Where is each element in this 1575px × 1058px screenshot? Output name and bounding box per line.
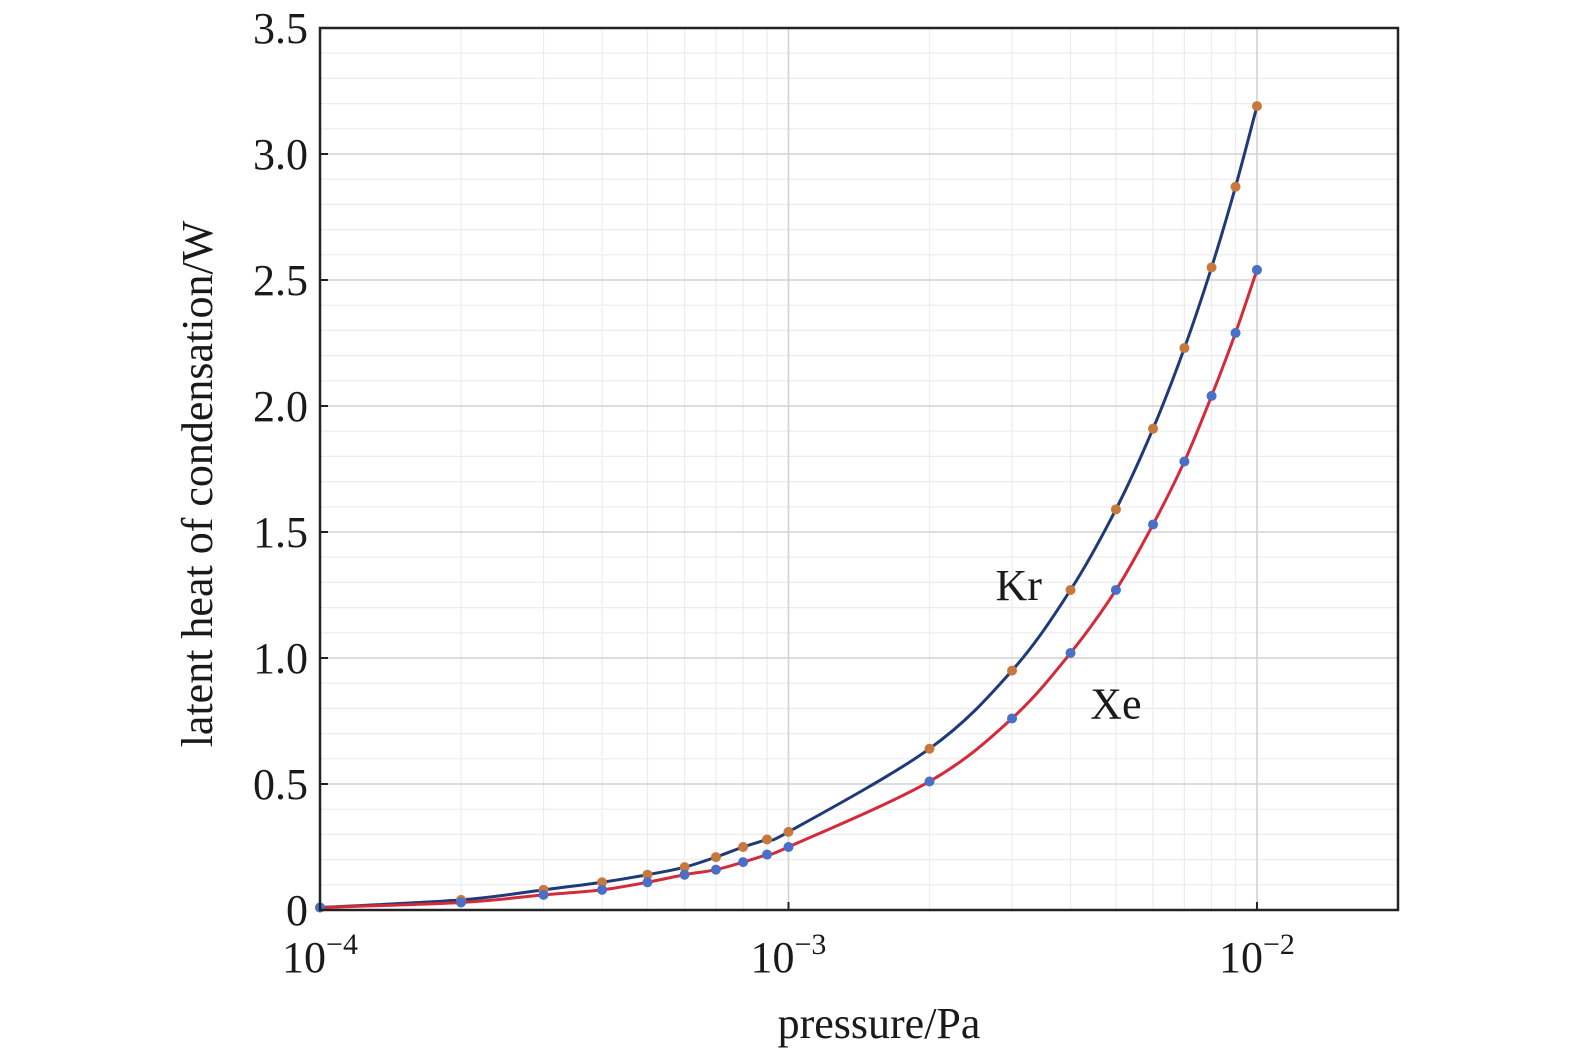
y-tick-label: 1.0: [253, 634, 308, 683]
data-point-kr: [783, 826, 794, 837]
x-axis-title: pressure/Pa: [778, 999, 981, 1048]
data-point-xe: [762, 849, 773, 860]
data-point-kr: [1148, 423, 1159, 434]
y-tick-label: 0: [286, 886, 308, 935]
data-point-xe: [783, 842, 794, 852]
y-tick-label: 2.0: [253, 382, 308, 431]
y-tick-label: 3.0: [253, 130, 308, 179]
y-tick-label: 1.5: [253, 508, 308, 557]
data-point-xe: [710, 864, 721, 875]
data-point-xe: [1179, 456, 1190, 467]
data-point-kr: [738, 842, 749, 852]
plot-frame: [318, 26, 1400, 912]
data-point-kr: [1206, 262, 1217, 273]
series-labels: Kr Xe: [995, 561, 1141, 728]
data-point-xe: [1110, 584, 1121, 595]
grid: [320, 28, 1399, 910]
data-point-kr: [1179, 343, 1190, 354]
x-tick-label: 10−2: [1219, 928, 1295, 982]
x-tick-label: 10−4: [282, 928, 358, 982]
data-point-kr: [1007, 665, 1018, 676]
data-point-xe: [679, 869, 690, 880]
data-point-kr: [1230, 181, 1241, 192]
data-point-kr: [1251, 101, 1262, 112]
data-point-kr: [642, 869, 653, 880]
data-point-xe: [538, 889, 549, 900]
data-point-kr: [1110, 504, 1121, 515]
y-tick-label: 0.5: [253, 760, 308, 809]
data-point-xe: [924, 776, 935, 787]
data-point-xe: [642, 877, 653, 888]
y-tick-label: 2.5: [253, 256, 308, 305]
data-point-xe: [1007, 713, 1018, 724]
data-point-xe: [456, 897, 467, 908]
series-layer: [315, 101, 1262, 913]
data-point-kr: [762, 834, 773, 845]
series-label-kr: Kr: [995, 561, 1042, 610]
data-point-kr: [710, 852, 721, 863]
data-point-kr: [679, 862, 690, 873]
series-label-xe: Xe: [1090, 679, 1141, 728]
data-point-kr: [924, 743, 935, 754]
data-point-kr: [1065, 584, 1076, 595]
data-point-xe: [597, 884, 608, 895]
data-point-xe: [1206, 390, 1217, 401]
x-axis-ticks: 10−4 10−3 10−2: [282, 902, 1295, 982]
data-point-xe: [1148, 519, 1159, 530]
y-axis-ticks: 0 0.5 1.0 1.5 2.0 2.5 3.0 3.5: [253, 4, 328, 935]
data-point-xe: [1065, 647, 1076, 658]
y-axis-title: latent heat of condensation/W: [173, 220, 222, 747]
data-point-kr: [597, 877, 608, 888]
data-point-xe: [1230, 327, 1241, 338]
y-tick-label: 3.5: [253, 4, 308, 53]
data-point-xe: [1251, 264, 1262, 275]
x-tick-label: 10−3: [751, 928, 827, 982]
data-point-xe: [738, 857, 749, 868]
